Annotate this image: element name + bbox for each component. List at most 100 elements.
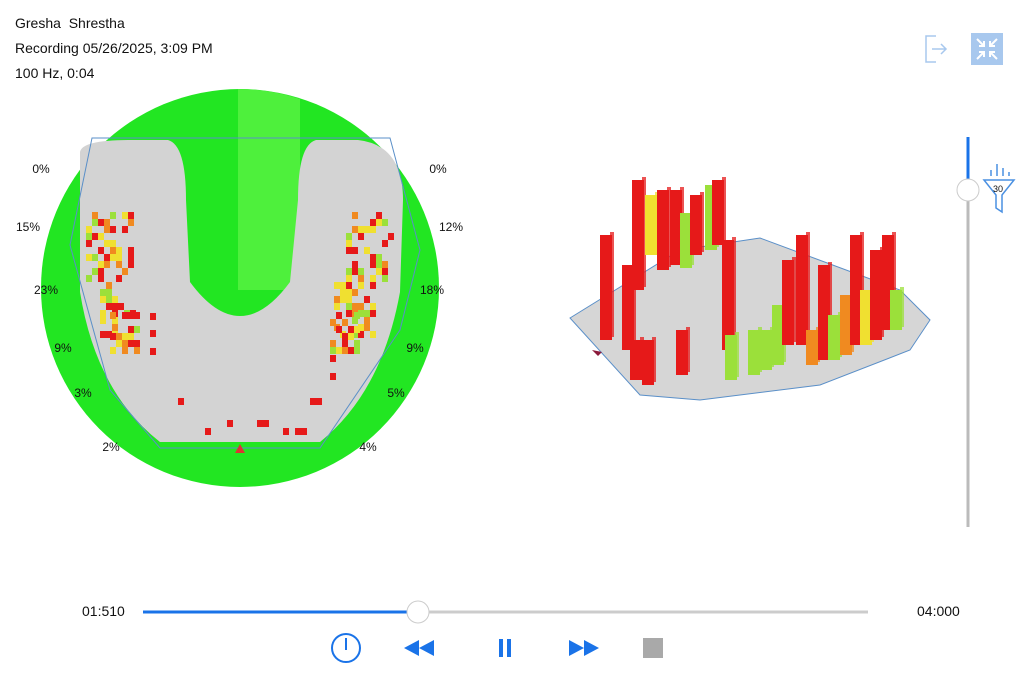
cell (364, 324, 370, 331)
cell (364, 310, 370, 317)
bar-3d (828, 315, 840, 360)
cell (92, 268, 98, 275)
bar-3d (645, 195, 657, 255)
cell (346, 268, 352, 275)
cell (86, 275, 92, 282)
rewind-button[interactable] (404, 640, 434, 656)
cell (370, 261, 376, 268)
cell (112, 317, 118, 324)
speed-button[interactable] (331, 633, 361, 663)
cell (106, 289, 112, 296)
cell (352, 289, 358, 296)
cell (370, 331, 376, 338)
bar-3d (632, 180, 644, 290)
cell (92, 254, 98, 261)
bar-3d (890, 290, 902, 330)
cell (346, 289, 352, 296)
filter-icon[interactable] (982, 164, 1016, 214)
cell (112, 296, 118, 303)
cell (346, 310, 352, 317)
cell (382, 268, 388, 275)
vertical-knob[interactable] (956, 178, 980, 202)
cell (354, 326, 360, 333)
cell (98, 261, 104, 268)
cell (134, 340, 140, 347)
cell (330, 340, 336, 347)
cell (116, 261, 122, 268)
bar-3d (796, 235, 808, 345)
bar-3d (772, 305, 784, 365)
cell (346, 233, 352, 240)
cell (122, 347, 128, 354)
cell (342, 319, 348, 326)
cell (358, 268, 364, 275)
cell (370, 303, 376, 310)
cell (110, 347, 116, 354)
cell (122, 212, 128, 219)
cell (301, 428, 307, 435)
cell (128, 340, 134, 347)
stop-button[interactable] (643, 638, 663, 658)
cell (106, 331, 112, 338)
cell (110, 240, 116, 247)
cell (118, 303, 124, 310)
cell (346, 282, 352, 289)
pause-button[interactable] (499, 639, 511, 657)
cell (336, 312, 342, 319)
bar-3d (722, 240, 734, 350)
cell (110, 247, 116, 254)
cell (100, 310, 106, 317)
cell (128, 254, 134, 261)
cell (358, 275, 364, 282)
scale-label: 2% (102, 440, 120, 454)
patient-name: Gresha Shrestha (15, 15, 125, 31)
scale-label: 3% (74, 386, 92, 400)
cell (134, 326, 140, 333)
filter-badge: 30 (992, 184, 1004, 194)
cell (388, 233, 394, 240)
total-time: 04:000 (917, 603, 960, 619)
cell (334, 282, 340, 289)
bar-3d (850, 235, 862, 345)
cell (98, 275, 104, 282)
cell (370, 254, 376, 261)
progress-knob[interactable] (406, 600, 430, 624)
collapse-icon[interactable] (971, 33, 1003, 65)
cell (330, 319, 336, 326)
bar-3d (806, 330, 818, 365)
cell (110, 254, 116, 261)
cell (370, 219, 376, 226)
exit-icon[interactable] (925, 35, 948, 63)
bar-3d (748, 330, 760, 375)
cell (116, 275, 122, 282)
cell (370, 282, 376, 289)
cell (376, 268, 382, 275)
cell (346, 296, 352, 303)
cell (122, 333, 128, 340)
scale-label: 4% (359, 440, 377, 454)
cell (382, 219, 388, 226)
recording-date: Recording 05/26/2025, 3:09 PM (15, 40, 213, 56)
cell (110, 333, 116, 340)
elapsed-time: 01:510 (82, 603, 125, 619)
cell (376, 261, 382, 268)
cell (110, 226, 116, 233)
cell (334, 296, 340, 303)
pressure-cells (86, 212, 394, 435)
cell (92, 212, 98, 219)
cell (104, 219, 110, 226)
cell (382, 275, 388, 282)
cell (376, 219, 382, 226)
cell (370, 310, 376, 317)
cell (348, 326, 354, 333)
bar-3d (818, 265, 830, 360)
cell (370, 226, 376, 233)
cell (100, 317, 106, 324)
bar-3d (657, 190, 669, 270)
bar-3d (676, 330, 688, 375)
cell (150, 330, 156, 337)
cell (106, 303, 112, 310)
forward-button[interactable] (569, 640, 599, 656)
bar-3d (840, 295, 852, 355)
